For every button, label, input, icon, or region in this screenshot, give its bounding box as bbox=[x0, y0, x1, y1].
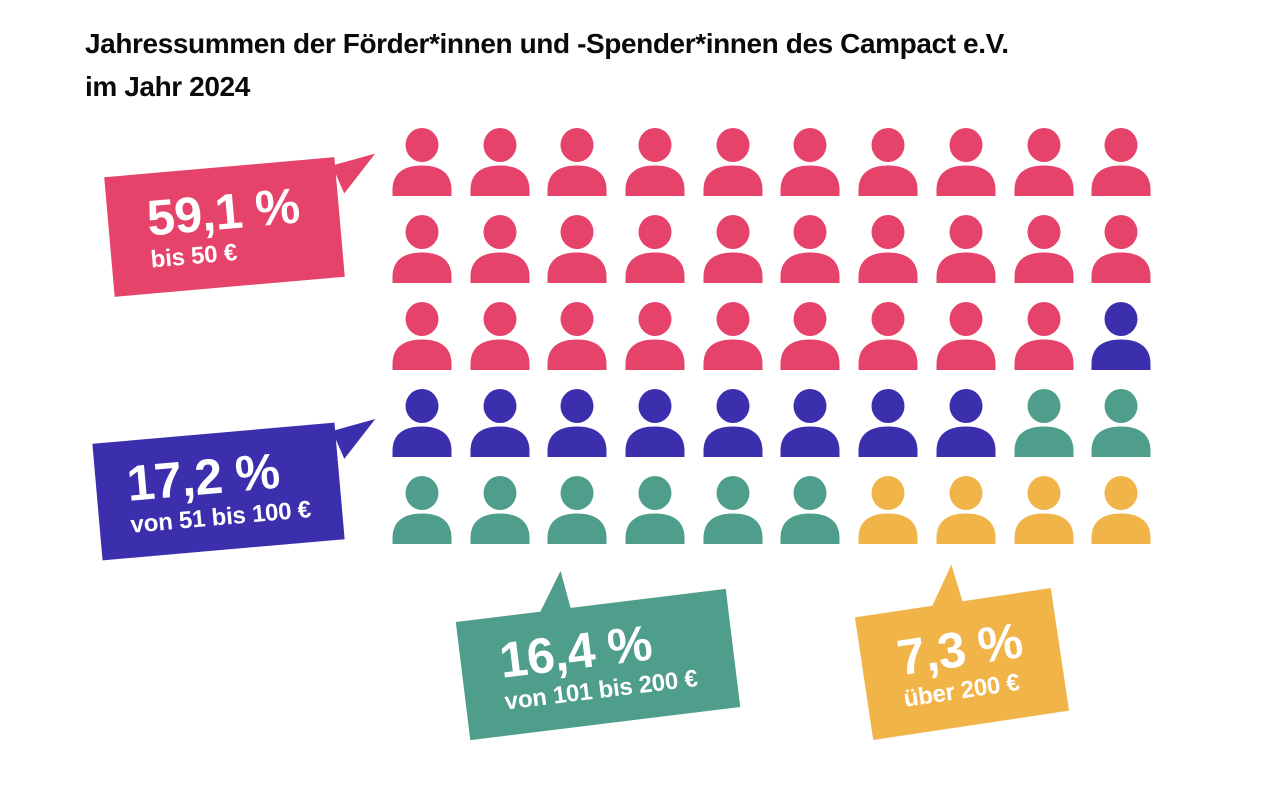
callout-bubble-von-101-bis-200: 16,4 % von 101 bis 200 € bbox=[455, 589, 741, 741]
person-icon bbox=[1014, 302, 1074, 370]
person-icon bbox=[1014, 128, 1074, 196]
person-icon bbox=[1014, 476, 1074, 544]
person-icon bbox=[1091, 302, 1151, 370]
speech-tail-icon bbox=[925, 564, 963, 608]
person-icon bbox=[936, 476, 996, 544]
pictogram-grid bbox=[392, 128, 1151, 544]
page-title-line2: im Jahr 2024 bbox=[85, 71, 250, 103]
person-icon bbox=[936, 302, 996, 370]
person-icon bbox=[936, 215, 996, 283]
callout-bubble-ueber-200: 7,3 % über 200 € bbox=[854, 588, 1070, 740]
person-icon bbox=[703, 128, 763, 196]
person-icon bbox=[547, 389, 607, 457]
speech-tail-icon bbox=[331, 419, 378, 460]
person-icon bbox=[392, 476, 452, 544]
person-icon bbox=[703, 389, 763, 457]
person-icon bbox=[625, 389, 685, 457]
callout-bubble-von-51-bis-100: 17,2 % von 51 bis 100 € bbox=[92, 423, 344, 561]
person-icon bbox=[703, 215, 763, 283]
person-icon bbox=[858, 215, 918, 283]
person-icon bbox=[936, 389, 996, 457]
page-title: Jahressummen der Förder*innen und -Spend… bbox=[85, 22, 1009, 109]
person-icon bbox=[547, 215, 607, 283]
person-icon bbox=[470, 215, 530, 283]
person-icon bbox=[780, 389, 840, 457]
person-icon bbox=[547, 476, 607, 544]
speech-tail-icon bbox=[535, 570, 572, 614]
person-icon bbox=[392, 128, 452, 196]
person-icon bbox=[1014, 389, 1074, 457]
person-icon bbox=[858, 128, 918, 196]
person-icon bbox=[547, 302, 607, 370]
page-title-line1: Jahressummen der Förder*innen und -Spend… bbox=[85, 28, 1009, 59]
person-icon bbox=[1091, 215, 1151, 283]
person-icon bbox=[625, 128, 685, 196]
person-icon bbox=[625, 215, 685, 283]
person-icon bbox=[392, 302, 452, 370]
person-icon bbox=[470, 302, 530, 370]
percent-value: 59,1 % bbox=[144, 177, 302, 247]
person-icon bbox=[703, 476, 763, 544]
person-icon bbox=[780, 215, 840, 283]
person-icon bbox=[780, 128, 840, 196]
speech-tail-icon bbox=[331, 154, 378, 195]
person-icon bbox=[1091, 389, 1151, 457]
person-icon bbox=[625, 476, 685, 544]
person-icon bbox=[858, 476, 918, 544]
person-icon bbox=[936, 128, 996, 196]
person-icon bbox=[470, 476, 530, 544]
person-icon bbox=[625, 302, 685, 370]
person-icon bbox=[392, 389, 452, 457]
person-icon bbox=[392, 215, 452, 283]
person-icon bbox=[470, 128, 530, 196]
callout-bubble-bis-50: 59,1 % bis 50 € bbox=[104, 157, 345, 297]
person-icon bbox=[1091, 128, 1151, 196]
person-icon bbox=[858, 302, 918, 370]
person-icon bbox=[1014, 215, 1074, 283]
person-icon bbox=[470, 389, 530, 457]
person-icon bbox=[1091, 476, 1151, 544]
person-icon bbox=[780, 302, 840, 370]
person-icon bbox=[858, 389, 918, 457]
person-icon bbox=[703, 302, 763, 370]
person-icon bbox=[547, 128, 607, 196]
person-icon bbox=[780, 476, 840, 544]
